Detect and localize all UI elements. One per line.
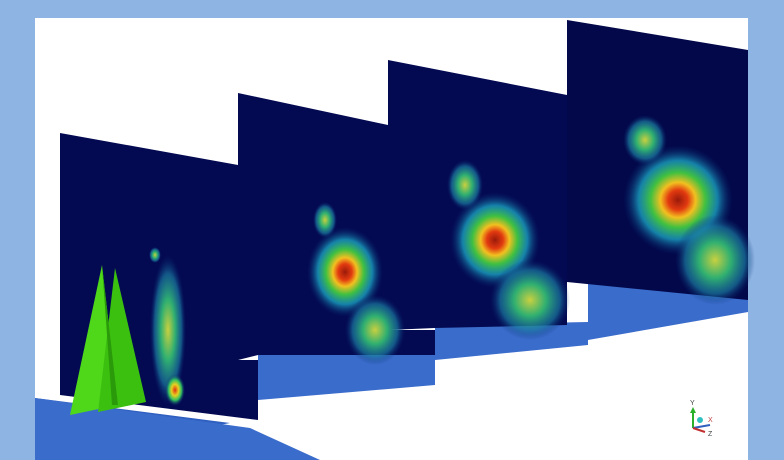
vortex-contour [149,247,161,263]
vortex-contour [345,295,405,365]
triad-origin [697,417,703,423]
x-axis-label: X [708,417,713,424]
vortex-contour [623,115,667,165]
y-axis-label: Y [690,400,695,407]
page: Y X Z (() => { const data = JSON.parse(d… [0,0,784,460]
vortex-contour [490,260,570,340]
vortex-contour [675,215,755,305]
visualization: Y X Z [0,0,784,460]
vortex-contour [165,374,185,406]
z-axis-label: Z [708,431,713,438]
vortex-contour [313,202,337,238]
vortex-contour [447,160,483,210]
